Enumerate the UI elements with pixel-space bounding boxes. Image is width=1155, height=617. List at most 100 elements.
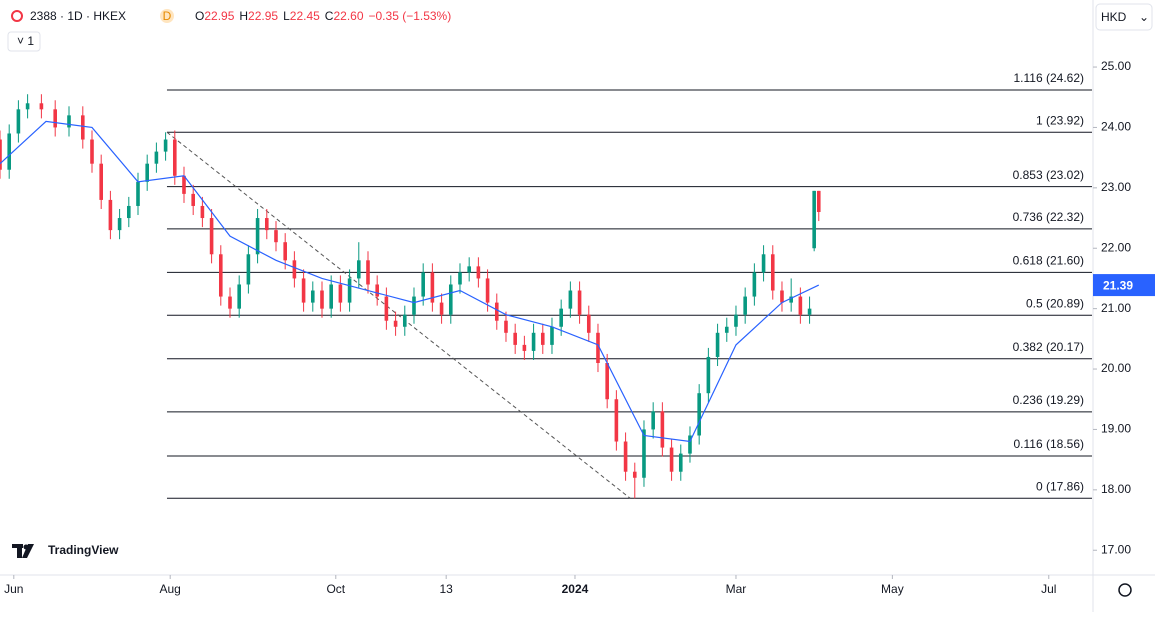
candle-body [67, 115, 71, 128]
x-tick-label: Jun [4, 582, 23, 596]
candle-body [99, 163, 103, 200]
y-tick-label: 20.00 [1101, 361, 1131, 375]
candle-body [0, 139, 2, 170]
candle-body [218, 254, 223, 297]
candle-body [439, 302, 444, 315]
currency-box[interactable] [1095, 3, 1153, 31]
change: −0.35 (−1.53%) [369, 9, 452, 23]
fib-label: 0.382 (20.17) [1013, 340, 1084, 354]
candle-body [678, 453, 683, 472]
candle-body [7, 133, 11, 170]
candle-body [126, 205, 131, 219]
candle-body [320, 290, 324, 309]
candle-body [301, 278, 306, 303]
candle-body [550, 326, 554, 345]
candle-body [80, 115, 85, 140]
candle-body [412, 296, 416, 315]
candle-body [393, 320, 398, 327]
candle-body [16, 109, 21, 134]
fib-label: 0.618 (21.60) [1013, 254, 1084, 268]
y-tick-label: 24.00 [1101, 120, 1131, 134]
candle-body [310, 290, 315, 303]
candle-body [780, 290, 784, 303]
candle-body [614, 399, 619, 442]
candle-body [623, 441, 628, 472]
fib-label: 1 (23.92) [1036, 113, 1084, 127]
trendline [166, 131, 631, 499]
candle-body [209, 218, 214, 255]
candle-body [384, 296, 389, 321]
candle-body [182, 175, 186, 194]
candle-body [494, 302, 499, 321]
ohlc-key: H [239, 9, 248, 23]
candle-body [660, 411, 665, 448]
candle-body [789, 296, 793, 303]
ohlc-value: 22.95 [248, 9, 278, 23]
candle-body [812, 190, 816, 249]
y-tick-label: 19.00 [1101, 422, 1131, 436]
fib-label: 0.236 (19.29) [1013, 393, 1084, 407]
candle-body [531, 332, 536, 351]
candle-body [651, 411, 655, 430]
candle-body [752, 272, 757, 297]
candle-body [108, 199, 113, 231]
ohlc: O22.95 H22.95 L22.45 C22.60 −0.35 (−1.53%) [195, 9, 451, 23]
candle-body [798, 296, 803, 315]
fib-label: 0.5 (20.89) [1026, 296, 1084, 310]
candle-body [734, 314, 738, 327]
candle-body [467, 266, 471, 273]
candle-body [458, 272, 462, 285]
candle-body [228, 296, 232, 309]
x-tick-label: 13 [440, 582, 454, 596]
candle-body [191, 193, 195, 206]
candle-body [688, 435, 692, 454]
x-tick-label: May [881, 582, 904, 596]
candle-body [154, 151, 159, 164]
symbol-icon [11, 10, 23, 22]
candle-body [743, 296, 747, 315]
candle-body [338, 284, 343, 303]
candle-body [53, 109, 57, 128]
symbol: 2388 · 1D · HKEX [30, 9, 126, 23]
x-tick-label: 2024 [562, 582, 589, 596]
candle-body [697, 393, 701, 436]
ohlc-value: 22.95 [204, 9, 234, 23]
fib-label: 0.853 (23.02) [1013, 168, 1084, 182]
fib-label: 0.116 (18.56) [1014, 437, 1085, 451]
candle-body [430, 272, 435, 303]
candle-body [274, 230, 278, 243]
fib-label: 0.736 (22.32) [1013, 210, 1084, 224]
plot: 17.00 18.00 19.00 20.00 21.00 22.00 23.00 24.00… [0, 59, 1155, 596]
candle-body [329, 284, 333, 309]
logo: TradingView [12, 543, 119, 558]
candle-body [642, 429, 646, 478]
candle-body [421, 272, 425, 297]
candle-body [504, 320, 508, 333]
candle-body [39, 103, 44, 110]
candle-body [761, 254, 766, 273]
candle-body [715, 332, 720, 357]
indicator-count: 1 [27, 34, 34, 48]
ohlc-value: 22.60 [333, 9, 363, 23]
moving-average [0, 120, 820, 443]
x-tick-label: Mar [726, 582, 747, 596]
settings-icon[interactable] [1118, 583, 1132, 597]
candle-body [136, 181, 140, 206]
candle-body [347, 278, 352, 303]
price-label-bg [1093, 274, 1155, 297]
y-tick-label: 25.00 [1101, 59, 1131, 73]
candle-body [448, 284, 453, 315]
candle-body [375, 284, 379, 297]
x-tick-label: Oct [326, 582, 345, 596]
indicator: ˅ 1 [17, 34, 34, 48]
currency-caret: ⌄ [1139, 10, 1149, 24]
indicator-box[interactable] [7, 31, 41, 52]
candle-body [283, 242, 287, 261]
candle-body [200, 205, 205, 219]
currency: HKD [1101, 10, 1127, 24]
candle-body [706, 356, 711, 394]
candle-body [172, 139, 177, 176]
candle-body [366, 260, 370, 285]
candle-body [292, 260, 297, 279]
candle-body [807, 308, 812, 315]
